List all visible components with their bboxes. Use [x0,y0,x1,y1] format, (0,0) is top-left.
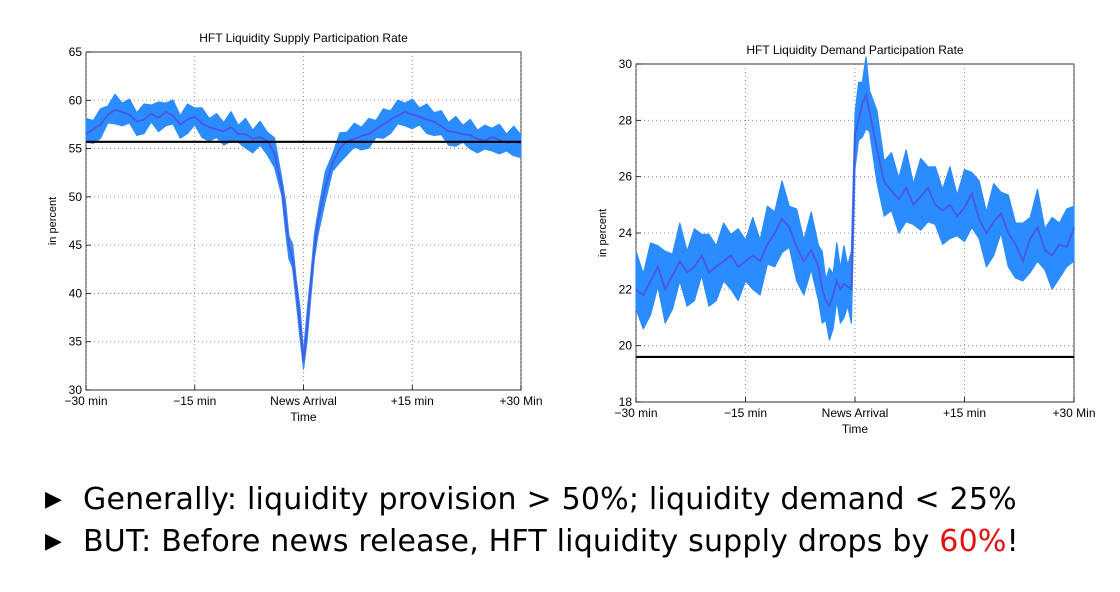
x-tick-label: +30 Min [1052,406,1095,420]
demand-chart-svg: HFT Liquidity Demand Participation Rate i… [597,43,1096,436]
bullet-list: ▶ Generally: liquidity provision > 50%; … [45,478,1105,562]
bullet-item-generally: ▶ Generally: liquidity provision > 50%; … [45,478,1105,520]
y-tick-label: 20 [619,339,633,353]
y-tick-label: 26 [619,170,633,184]
supply-chart-svg: HFT Liquidity Supply Participation Rate i… [47,31,543,424]
y-tick-label: 40 [69,286,83,300]
chart-title: HFT Liquidity Demand Participation Rate [746,43,964,57]
y-tick-label: 60 [69,93,83,107]
bullet-text-before: BUT: Before news release, HFT liquidity … [83,523,940,559]
bullet-text-after: ! [1006,523,1019,559]
y-tick-label: 35 [69,335,83,349]
chart-title: HFT Liquidity Supply Participation Rate [199,31,408,45]
y-axis-label: in percent [47,197,59,245]
y-axis-label: in percent [597,209,609,257]
supply-participation-chart: HFT Liquidity Supply Participation Rate i… [40,25,560,435]
bullet-highlight: 60% [939,523,1007,559]
y-tick-label: 18 [619,395,633,409]
x-axis-label: Time [842,422,869,436]
bullet-text: Generally: liquidity provision > 50%; li… [83,481,1017,517]
y-tick-label: 45 [69,238,83,252]
y-tick-label: 50 [69,190,83,204]
x-tick-label: −15 min [173,394,216,408]
x-tick-label: News Arrival [822,406,889,420]
bullet-text: BUT: Before news release, HFT liquidity … [83,524,1019,559]
mean-line [635,92,1075,309]
bullet-marker-icon: ▶ [45,486,63,512]
y-tick-label: 30 [619,57,633,71]
x-tick-label: −30 min [614,406,657,420]
y-tick-label: 30 [69,383,83,397]
bullet-item-but: ▶ BUT: Before news release, HFT liquidit… [45,520,1105,562]
x-tick-label: −30 min [64,394,107,408]
x-axis-label: Time [290,410,317,424]
mean-line [85,108,522,362]
y-tick-label: 22 [619,282,633,296]
y-tick-label: 55 [69,142,83,156]
x-tick-label: +15 min [943,406,986,420]
x-tick-label: −15 min [724,406,767,420]
x-tick-label: +15 min [391,394,434,408]
x-tick-label: News Arrival [270,394,337,408]
demand-participation-chart: HFT Liquidity Demand Participation Rate i… [590,35,1110,445]
y-tick-label: 24 [619,226,633,240]
confidence-band [85,93,522,370]
bullet-marker-icon: ▶ [45,528,63,554]
y-tick-label: 65 [69,45,83,59]
y-tick-label: 28 [619,113,633,127]
x-tick-label: +30 Min [499,394,542,408]
confidence-band [635,56,1075,341]
